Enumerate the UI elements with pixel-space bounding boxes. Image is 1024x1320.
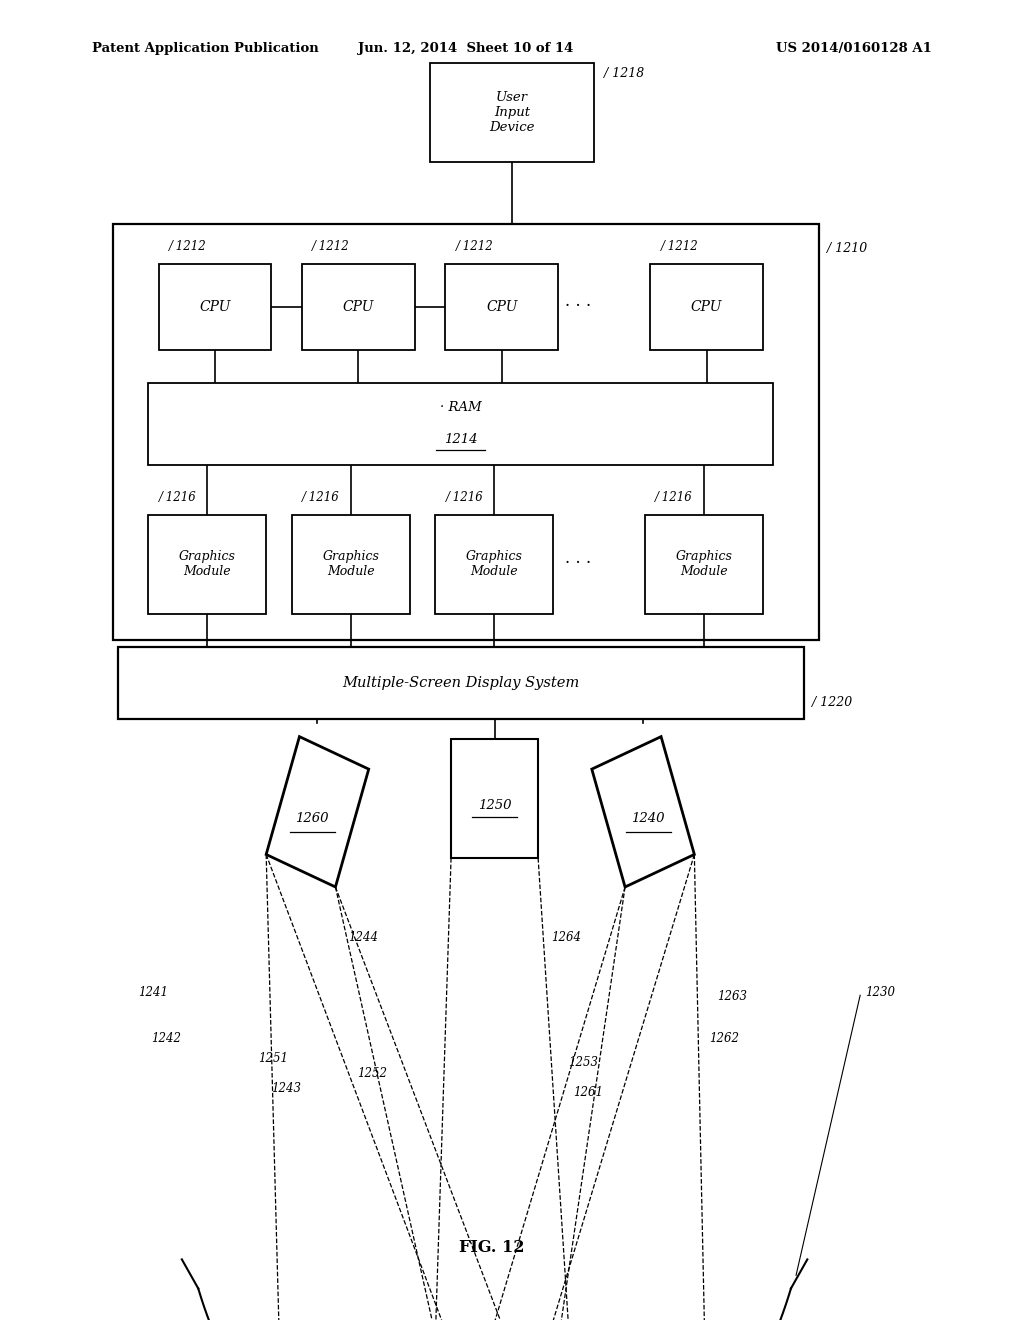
Text: 1230: 1230 xyxy=(865,986,895,999)
Text: FIG. 12: FIG. 12 xyxy=(459,1239,524,1255)
Text: / 1216: / 1216 xyxy=(445,491,483,504)
FancyBboxPatch shape xyxy=(650,264,763,350)
Text: 1240: 1240 xyxy=(632,812,665,825)
Text: / 1210: / 1210 xyxy=(827,242,867,255)
Text: 1243: 1243 xyxy=(271,1082,301,1096)
FancyBboxPatch shape xyxy=(292,515,410,614)
Text: 1260: 1260 xyxy=(296,812,329,825)
Text: Jun. 12, 2014  Sheet 10 of 14: Jun. 12, 2014 Sheet 10 of 14 xyxy=(358,42,573,55)
Text: Graphics
Module: Graphics Module xyxy=(676,550,732,578)
Text: User
Input
Device: User Input Device xyxy=(489,91,535,135)
FancyBboxPatch shape xyxy=(451,739,539,858)
Text: Patent Application Publication: Patent Application Publication xyxy=(92,42,318,55)
Polygon shape xyxy=(266,737,369,887)
Text: Graphics
Module: Graphics Module xyxy=(323,550,379,578)
Text: / 1218: / 1218 xyxy=(604,67,644,81)
Text: 1214: 1214 xyxy=(444,433,477,446)
Text: Graphics
Module: Graphics Module xyxy=(466,550,522,578)
FancyBboxPatch shape xyxy=(645,515,763,614)
Text: 1244: 1244 xyxy=(348,931,378,944)
Text: 1241: 1241 xyxy=(138,986,168,999)
Text: / 1220: / 1220 xyxy=(812,696,852,709)
Text: CPU: CPU xyxy=(486,300,517,314)
Text: 1242: 1242 xyxy=(152,1032,181,1045)
Text: Multiple-Screen Display System: Multiple-Screen Display System xyxy=(342,676,580,690)
FancyBboxPatch shape xyxy=(118,647,804,719)
Text: CPU: CPU xyxy=(343,300,374,314)
Text: / 1216: / 1216 xyxy=(655,491,693,504)
Text: CPU: CPU xyxy=(200,300,230,314)
Text: 1250: 1250 xyxy=(478,799,511,812)
FancyBboxPatch shape xyxy=(148,515,266,614)
Text: / 1212: / 1212 xyxy=(169,240,207,253)
FancyBboxPatch shape xyxy=(113,224,819,640)
FancyBboxPatch shape xyxy=(435,515,553,614)
Text: CPU: CPU xyxy=(691,300,722,314)
FancyBboxPatch shape xyxy=(445,264,558,350)
Text: / 1216: / 1216 xyxy=(159,491,197,504)
Text: · · ·: · · · xyxy=(565,556,592,572)
FancyBboxPatch shape xyxy=(148,383,773,465)
Text: Graphics
Module: Graphics Module xyxy=(179,550,236,578)
Text: 1253: 1253 xyxy=(568,1056,598,1069)
Text: / 1212: / 1212 xyxy=(456,240,494,253)
Text: US 2014/0160128 A1: US 2014/0160128 A1 xyxy=(776,42,932,55)
Text: / 1216: / 1216 xyxy=(302,491,340,504)
FancyBboxPatch shape xyxy=(302,264,415,350)
Text: 1251: 1251 xyxy=(258,1052,288,1065)
Polygon shape xyxy=(592,737,694,887)
Text: / 1212: / 1212 xyxy=(312,240,350,253)
Text: 1261: 1261 xyxy=(573,1086,603,1100)
FancyBboxPatch shape xyxy=(430,63,594,162)
Text: · · ·: · · · xyxy=(565,298,592,314)
Text: 1252: 1252 xyxy=(356,1067,387,1080)
Text: · RAM: · RAM xyxy=(440,401,481,414)
FancyBboxPatch shape xyxy=(159,264,271,350)
Text: 1264: 1264 xyxy=(551,931,581,944)
Text: 1262: 1262 xyxy=(710,1032,739,1045)
Text: / 1212: / 1212 xyxy=(660,240,698,253)
Text: 1263: 1263 xyxy=(717,990,746,1003)
